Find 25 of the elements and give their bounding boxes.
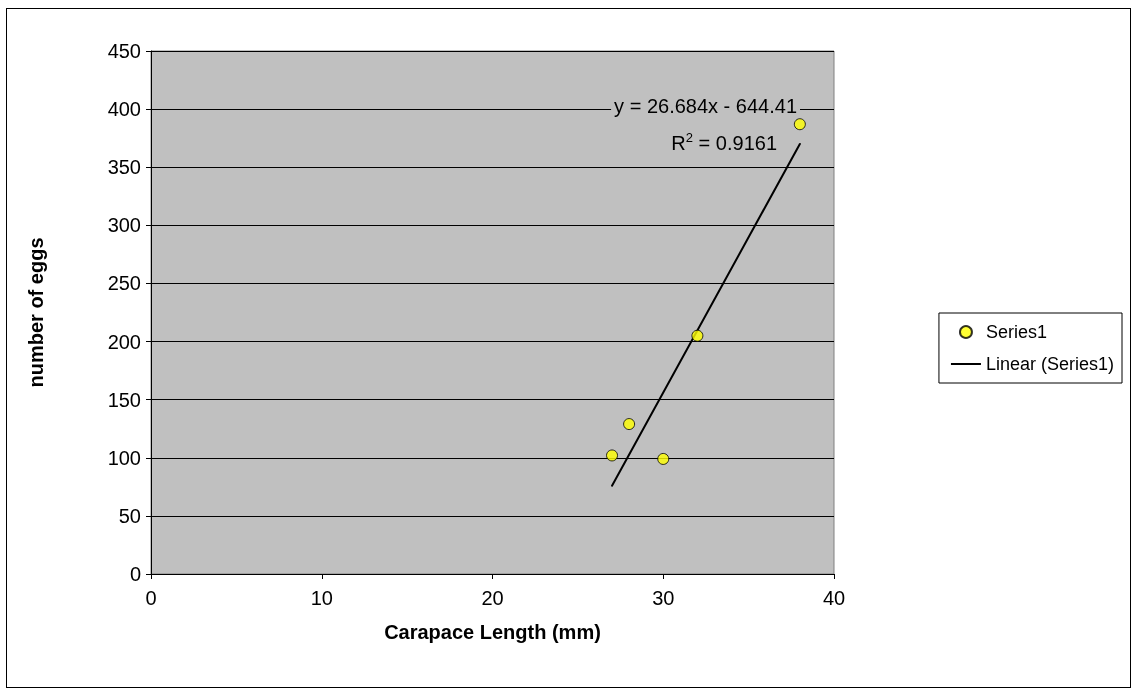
y-tick-label: 250	[107, 272, 141, 295]
y-tick-label: 50	[118, 504, 141, 527]
y-tick-label: 150	[107, 388, 141, 411]
y-tick-label: 300	[107, 214, 141, 237]
point	[606, 449, 619, 462]
x-tick-label: 40	[822, 587, 846, 609]
legend-label: Series1	[985, 322, 1047, 342]
x-tick-label: 30	[652, 587, 675, 609]
x-axis-title: Carapace Length (mm)	[384, 621, 601, 643]
y-tick-label: 100	[107, 446, 141, 469]
y-tick-label: 350	[107, 156, 141, 179]
x-tick-label: 0	[145, 587, 157, 609]
point	[793, 118, 806, 131]
point	[657, 452, 670, 465]
y-tick-label: 200	[107, 330, 141, 353]
annotation: y = 26.684x - 644.41	[614, 95, 798, 117]
y-tick-label: 400	[107, 98, 141, 121]
point	[691, 329, 704, 342]
x-tick-label: 10	[310, 587, 333, 609]
x-tick-label: 20	[481, 587, 504, 609]
y-tick-label: 0	[129, 563, 141, 585]
legend-label: Linear (Series1)	[985, 354, 1115, 374]
y-axis-title: number of eggs	[25, 237, 47, 388]
y-tick-label: 450	[107, 40, 141, 62]
point	[623, 418, 636, 431]
